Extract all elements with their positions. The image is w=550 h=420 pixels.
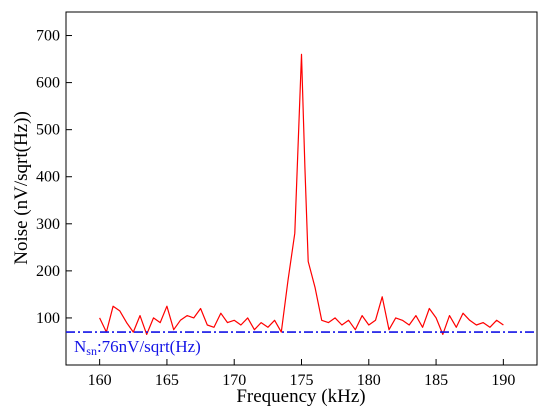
x-tick-label: 185 [424,372,448,389]
y-tick-label: 400 [36,169,60,186]
x-tick-label: 190 [491,372,515,389]
y-axis-ticks: 100 200 300 400 500 600 700 [36,28,72,327]
reference-line-label: Nsn:76nV/sqrt(Hz) [74,337,201,358]
x-axis-ticks: 160 165 170 175 180 185 190 [88,359,515,389]
y-axis-title: Noise (nV/sqrt(Hz)) [11,111,32,265]
y-tick-label: 700 [36,28,60,45]
y-tick-label: 100 [36,310,60,327]
series-layer [99,53,504,335]
x-tick-label: 160 [88,372,112,389]
reference-layer: Nsn:76nV/sqrt(Hz) [66,331,537,358]
y-tick-label: 300 [36,216,60,233]
x-tick-label: 170 [222,372,246,389]
reference-label-value: :76nV/sqrt(Hz) [97,337,201,356]
reference-label-main: N [74,337,86,356]
y-tick-label: 200 [36,263,60,280]
y-tick-label: 600 [36,75,60,92]
x-tick-label: 165 [155,372,179,389]
x-axis-title: Frequency (kHz) [236,386,365,407]
x-tick-label: 180 [357,372,381,389]
y-tick-label: 500 [36,122,60,139]
noise-series-line [99,53,504,335]
x-tick-label: 175 [290,372,314,389]
reference-label-subscript: sn [86,344,97,358]
